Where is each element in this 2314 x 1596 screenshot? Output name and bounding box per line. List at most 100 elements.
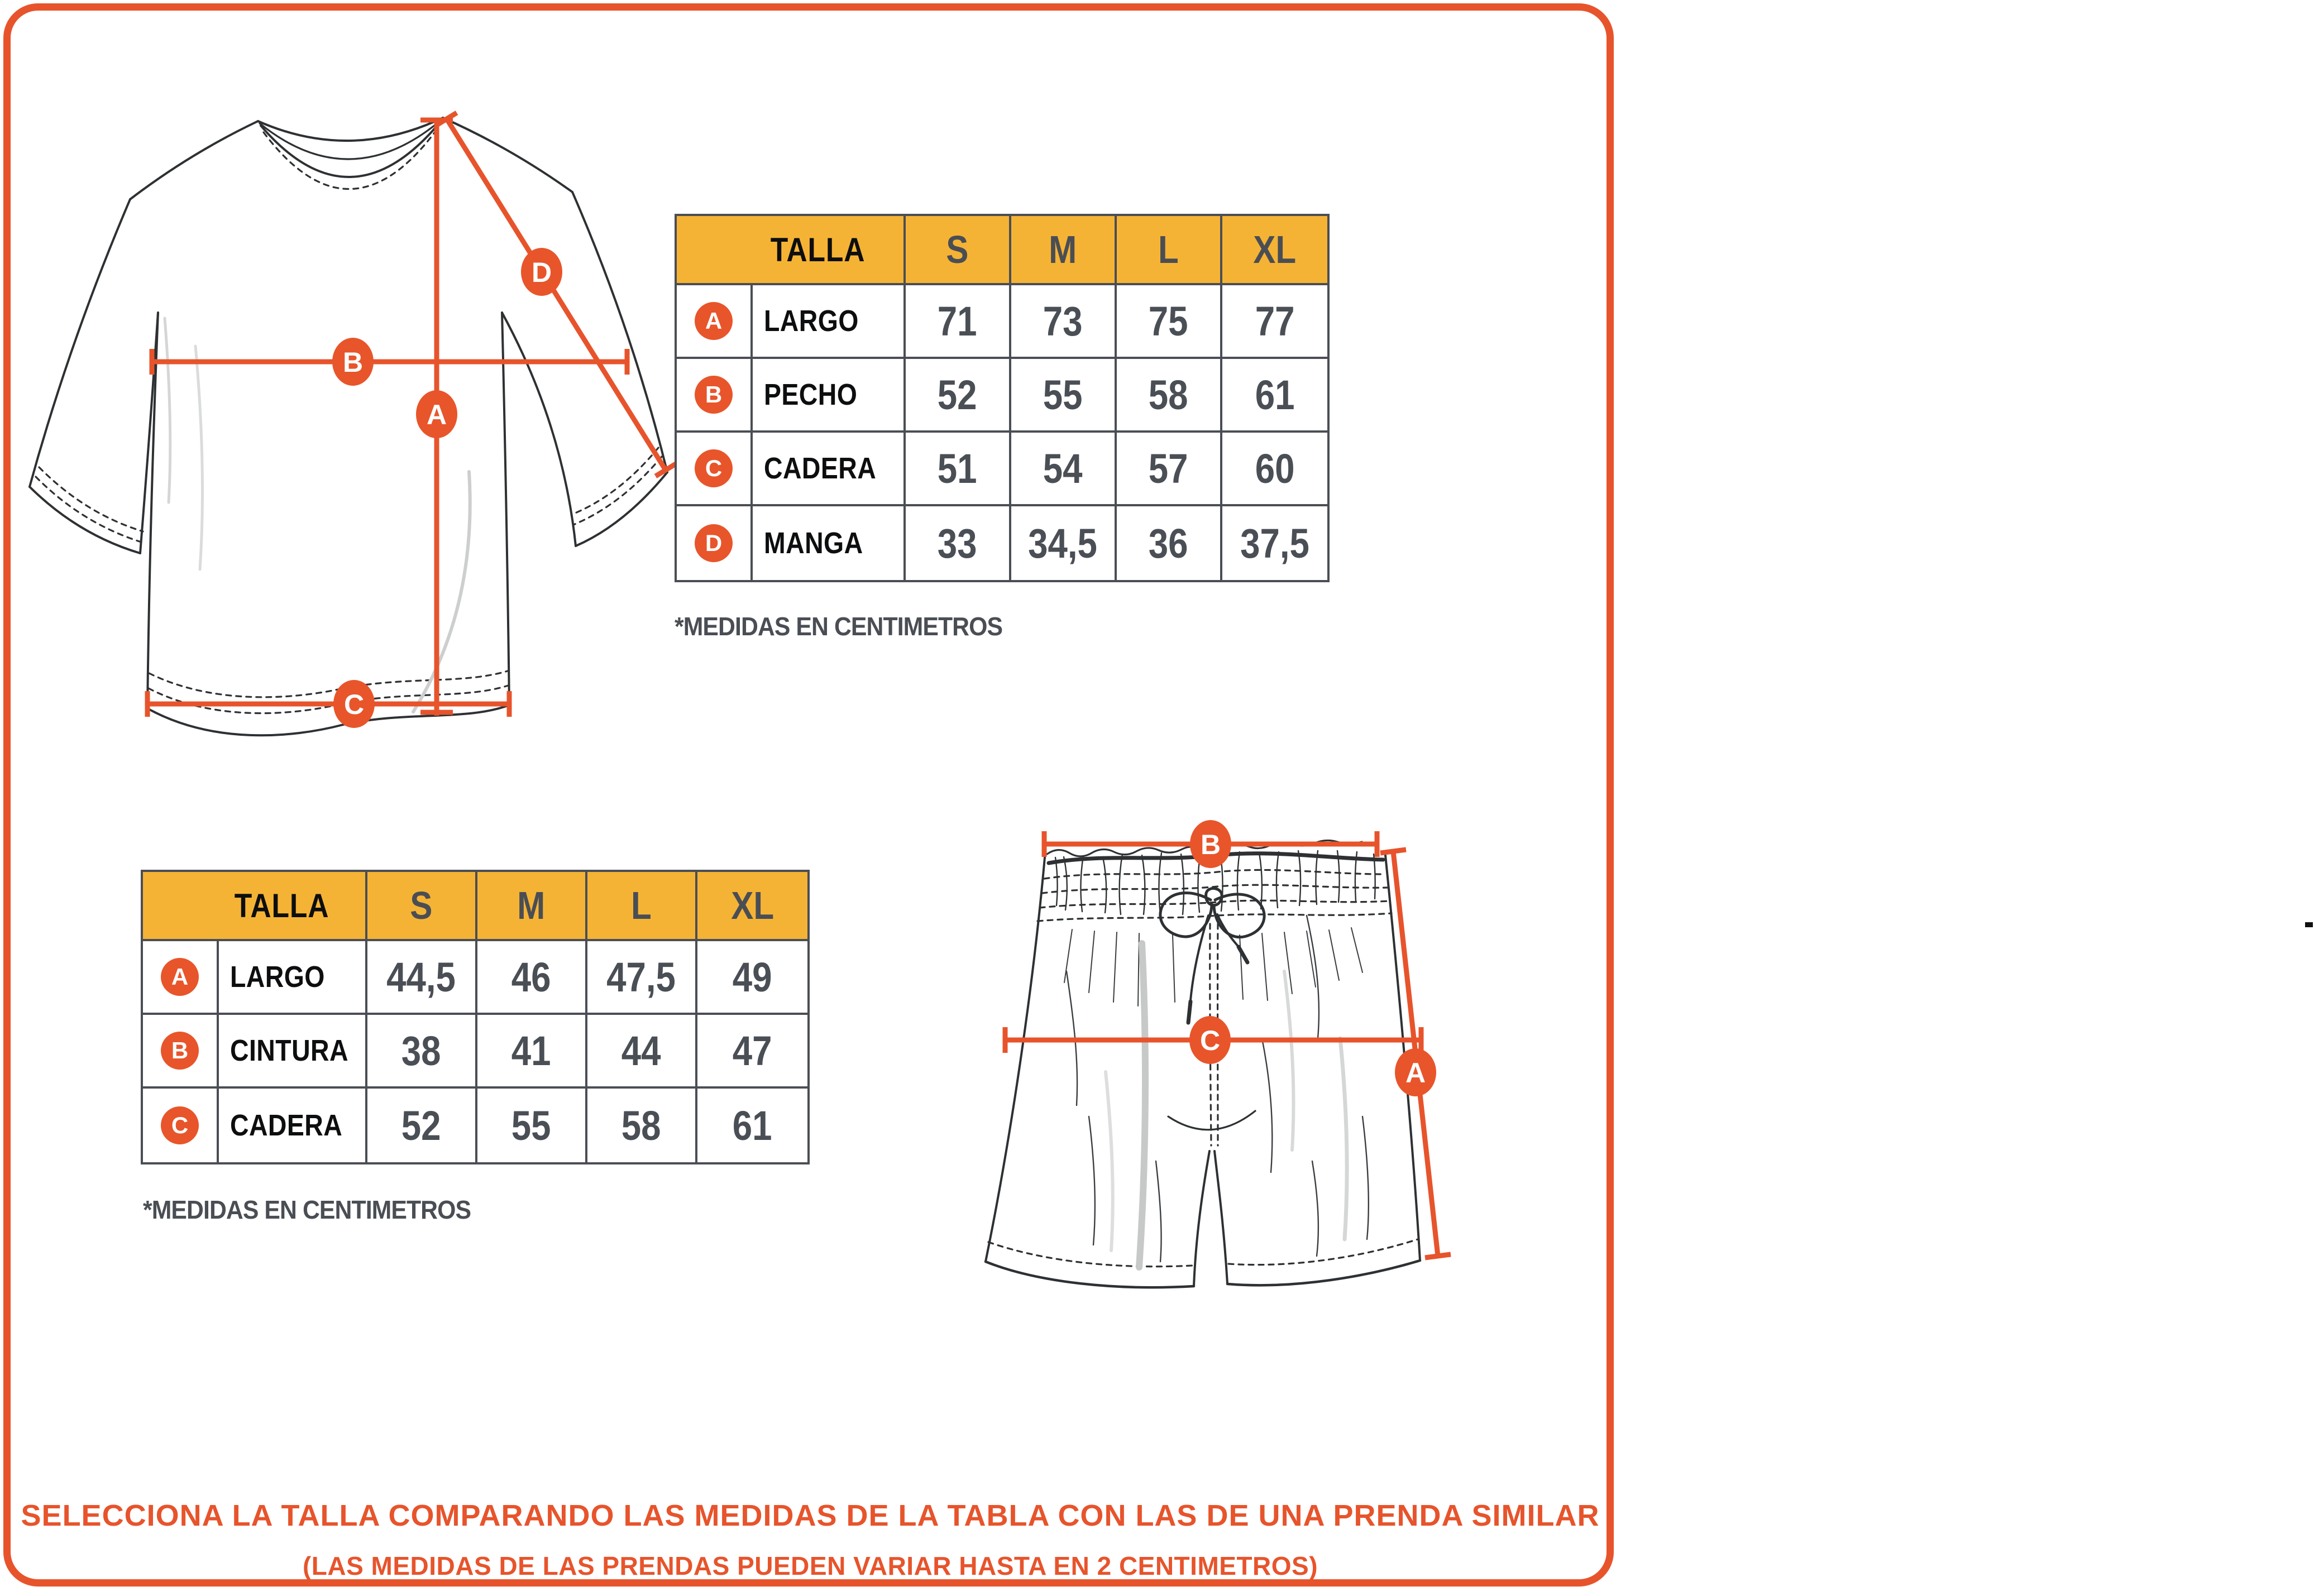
measurement-value: 58 <box>1149 371 1188 418</box>
size-header-label: S <box>410 884 433 927</box>
measure-marker-badge: C <box>695 449 733 487</box>
measure-marker-badge: B <box>695 376 733 414</box>
table-header-size: L <box>587 872 697 941</box>
tshirt-marker-b <box>332 338 374 386</box>
shorts-marker-a-letter: A <box>1405 1057 1426 1089</box>
tshirt-markers: B A C D <box>332 248 562 728</box>
measurement-label: MANGA <box>764 526 863 560</box>
shorts-marker-a <box>1395 1048 1436 1096</box>
footer-line-1: SELECCIONA LA TALLA COMPARANDO LAS MEDID… <box>21 1499 1600 1532</box>
tshirt-size-table: TALLA S M L XL A LARGO 71 73 75 77 B PECHO 52 55 58 61 C C… <box>675 214 1330 582</box>
marker-letter: C <box>705 455 723 481</box>
size-header-label: M <box>517 884 546 927</box>
table-value-cell: 58 <box>1117 359 1222 433</box>
measurement-value: 54 <box>1043 445 1083 492</box>
table-marker-cell: B <box>677 359 753 433</box>
table-label-cell: PECHO <box>753 359 906 433</box>
footer-note: SELECCIONA LA TALLA COMPARANDO LAS MEDID… <box>3 1498 1617 1581</box>
table-value-cell: 41 <box>477 1015 587 1089</box>
table-value-cell: 44 <box>587 1015 697 1089</box>
measurement-value: 47,5 <box>606 953 676 1000</box>
table-label-cell: CADERA <box>219 1089 367 1162</box>
tshirt-marker-d-letter: D <box>532 257 552 288</box>
measure-marker-badge: B <box>161 1032 199 1070</box>
table-label-cell: CADERA <box>753 433 906 506</box>
talla-header-label: TALLA <box>235 886 329 924</box>
tshirt-marker-a <box>416 390 457 438</box>
shorts-markers: B C A <box>1189 820 1436 1096</box>
measurement-value: 75 <box>1149 298 1188 344</box>
table-header-size: S <box>367 872 477 941</box>
footer-line-2: (LAS MEDIDAS DE LAS PRENDAS PUEDEN VARIA… <box>302 1551 1318 1580</box>
table-value-cell: 47 <box>697 1015 807 1089</box>
table-value-cell: 61 <box>1222 359 1327 433</box>
rounded-border-frame <box>3 3 1614 1587</box>
size-header-label: L <box>631 884 652 927</box>
measurement-value: 36 <box>1149 520 1188 567</box>
table-value-cell: 37,5 <box>1222 506 1327 580</box>
tshirt-marker-a-letter: A <box>427 399 447 430</box>
shorts-measurement-note: *MEDIDAS EN CENTIMETROS <box>143 1195 471 1225</box>
measurement-value: 57 <box>1149 445 1188 492</box>
table-marker-cell: C <box>677 433 753 506</box>
tshirt-measurement-note: *MEDIDAS EN CENTIMETROS <box>675 611 1003 641</box>
measurement-value: 44 <box>621 1027 661 1074</box>
table-header-size: S <box>906 216 1011 285</box>
measurement-label: CADERA <box>764 452 877 485</box>
measurement-label: PECHO <box>764 378 858 411</box>
table-value-cell: 36 <box>1117 506 1222 580</box>
note-text: *MEDIDAS EN CENTIMETROS <box>675 612 1003 641</box>
measurement-label: LARGO <box>230 960 325 994</box>
measurement-value: 38 <box>401 1027 441 1074</box>
edge-artifact-dot <box>2305 922 2313 927</box>
tshirt-marker-d <box>521 248 562 296</box>
measurement-value: 33 <box>938 520 977 567</box>
table-header-size: XL <box>1222 216 1327 285</box>
size-header-label: XL <box>1253 228 1297 271</box>
table-value-cell: 55 <box>1011 359 1117 433</box>
size-header-label: L <box>1158 228 1179 271</box>
table-value-cell: 51 <box>906 433 1011 506</box>
shorts-marker-b-letter: B <box>1201 829 1221 860</box>
measurement-value: 60 <box>1255 445 1295 492</box>
tshirt-marker-c-letter: C <box>344 689 364 720</box>
measurement-label: CADERA <box>230 1109 343 1142</box>
measurement-value: 46 <box>511 953 551 1000</box>
table-value-cell: 34,5 <box>1011 506 1117 580</box>
shorts-marker-b <box>1190 820 1231 868</box>
measurement-value: 55 <box>511 1102 551 1149</box>
table-value-cell: 73 <box>1011 285 1117 359</box>
marker-letter: D <box>705 530 723 556</box>
shorts-marker-c-letter: C <box>1200 1025 1220 1056</box>
measurement-value: 61 <box>1255 371 1295 418</box>
measurement-value: 71 <box>938 298 977 344</box>
table-header-size: M <box>477 872 587 941</box>
table-label-cell: LARGO <box>753 285 906 359</box>
tshirt-marker-c <box>333 680 375 728</box>
table-marker-cell: A <box>677 285 753 359</box>
table-value-cell: 44,5 <box>367 941 477 1015</box>
measurement-value: 73 <box>1043 298 1083 344</box>
table-value-cell: 77 <box>1222 285 1327 359</box>
measurement-label: LARGO <box>764 304 859 338</box>
table-marker-cell: D <box>677 506 753 580</box>
measure-marker-badge: A <box>695 302 733 340</box>
table-marker-cell: A <box>143 941 219 1015</box>
marker-letter: B <box>705 381 723 408</box>
table-value-cell: 75 <box>1117 285 1222 359</box>
table-marker-cell: C <box>143 1089 219 1162</box>
table-value-cell: 47,5 <box>587 941 697 1015</box>
tshirt-marker-b-letter: B <box>343 347 363 378</box>
table-value-cell: 57 <box>1117 433 1222 506</box>
table-value-cell: 52 <box>367 1089 477 1162</box>
shorts-size-table: TALLA S M L XL A LARGO 44,5 46 47,5 49 B CINTURA 38 41… <box>141 870 810 1164</box>
measurement-value: 52 <box>401 1102 441 1149</box>
table-header-size: L <box>1117 216 1222 285</box>
size-header-label: M <box>1049 228 1077 271</box>
table-value-cell: 54 <box>1011 433 1117 506</box>
tshirt-measure-lines <box>145 111 677 717</box>
table-header-size: XL <box>697 872 807 941</box>
size-header-label: XL <box>731 884 774 927</box>
measurement-value: 49 <box>733 953 772 1000</box>
table-header-talla: TALLA <box>677 216 906 285</box>
